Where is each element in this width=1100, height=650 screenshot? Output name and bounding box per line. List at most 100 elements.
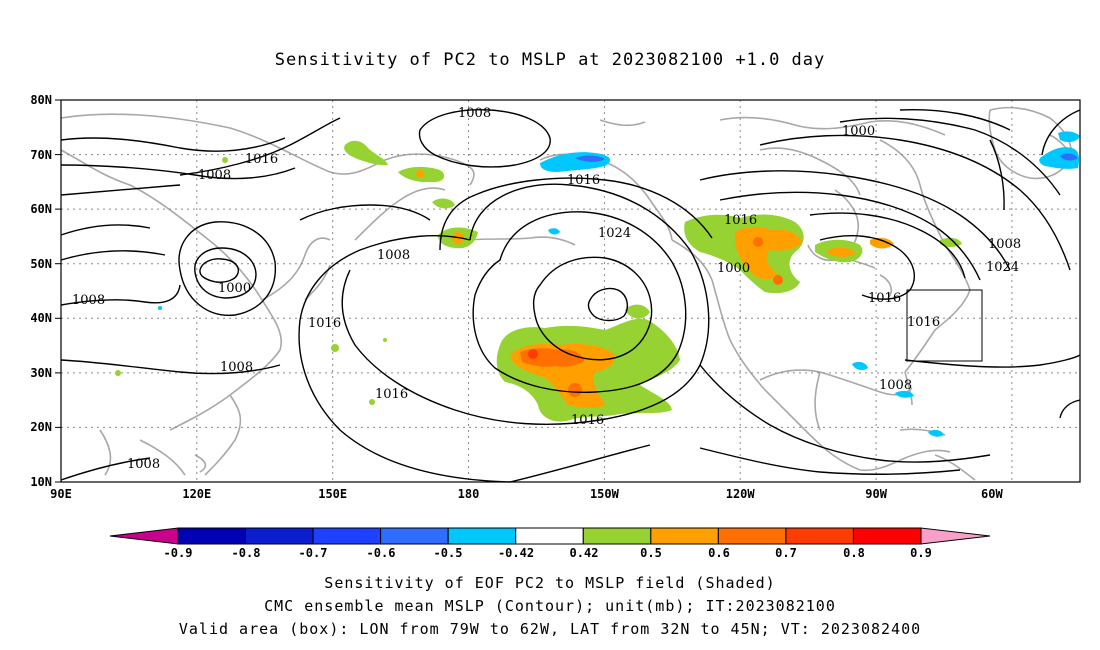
shading-patch bbox=[575, 155, 605, 162]
colorbar-box bbox=[245, 527, 314, 545]
lon-axis: 90E 120E 150E 180 150W 120W 90W 60W bbox=[50, 487, 1003, 501]
shading-patch bbox=[222, 157, 228, 163]
map-frame bbox=[60, 99, 1081, 483]
colorbar-box bbox=[447, 527, 517, 545]
sensitivity-shading bbox=[115, 131, 1080, 437]
lat-tick-label: 80N bbox=[30, 93, 52, 107]
contour-label: 1016 bbox=[907, 315, 940, 330]
shading-patch bbox=[625, 304, 650, 319]
map-title: Sensitivity of PC2 to MSLP at 2023082100… bbox=[274, 50, 826, 70]
contour-label: 1016 bbox=[724, 213, 757, 228]
colorbar-label: 0.5 bbox=[640, 546, 662, 560]
colorbar-box bbox=[852, 527, 922, 545]
lon-tick-label: 120E bbox=[182, 487, 211, 501]
shading-patch bbox=[432, 198, 455, 209]
colorbar-label: -0.5 bbox=[434, 546, 463, 560]
shading-patch bbox=[895, 390, 914, 398]
colorbar-label: -0.42 bbox=[498, 546, 534, 560]
colorbar: -0.9 -0.8 -0.7 -0.6 -0.5 -0.42 0.42 0.5 … bbox=[109, 527, 991, 560]
lon-tick-label: 180 bbox=[458, 487, 480, 501]
shading-patch bbox=[528, 349, 538, 359]
shading-patch bbox=[383, 338, 387, 342]
contour-label: 1000 bbox=[842, 124, 875, 139]
colorbar-label: -0.9 bbox=[164, 546, 193, 560]
lat-tick-label: 60N bbox=[30, 202, 52, 216]
shading-patch bbox=[773, 275, 783, 285]
map-area: 1008 1016 1008 1016 1024 1008 1000 1008 … bbox=[60, 99, 1081, 483]
lat-tick-label: 10N bbox=[30, 475, 52, 489]
shading-patch bbox=[158, 306, 162, 310]
contour-label: 1008 bbox=[127, 457, 160, 472]
colorbar-box bbox=[515, 527, 584, 545]
colorbar-label: -0.7 bbox=[299, 546, 328, 560]
contour-label: 1016 bbox=[868, 291, 901, 306]
colorbar-box bbox=[785, 527, 854, 545]
contour-label: 1000 bbox=[218, 281, 251, 296]
caption-line-1: Sensitivity of EOF PC2 to MSLP field (Sh… bbox=[324, 574, 776, 592]
colorbar-label: 0.8 bbox=[843, 546, 865, 560]
shading-patch bbox=[1058, 131, 1080, 143]
contour-label: 1000 bbox=[717, 261, 750, 276]
colorbar-box bbox=[177, 527, 247, 545]
colorbar-box bbox=[582, 527, 652, 545]
shading-patch bbox=[1060, 153, 1078, 161]
lon-tick-label: 90E bbox=[50, 487, 72, 501]
shading-patch bbox=[734, 226, 802, 280]
colorbar-low-end bbox=[109, 527, 179, 545]
contour-label: 1008 bbox=[220, 360, 253, 375]
colorbar-label: -0.8 bbox=[232, 546, 261, 560]
contour-label: 1008 bbox=[72, 293, 105, 308]
colorbar-box bbox=[650, 527, 719, 545]
shading-patch bbox=[568, 383, 582, 397]
shading-patch bbox=[115, 370, 121, 376]
shading-patch bbox=[753, 237, 763, 247]
colorbar-label: 0.6 bbox=[708, 546, 730, 560]
contour-label: 1016 bbox=[571, 413, 604, 428]
colorbar-box bbox=[717, 527, 787, 545]
shading-patch bbox=[928, 429, 944, 437]
lat-tick-label: 70N bbox=[30, 148, 52, 162]
shading-patch bbox=[369, 399, 375, 405]
contour-label: 1016 bbox=[245, 152, 278, 167]
shading-patch bbox=[1039, 147, 1080, 169]
colorbar-label: 0.7 bbox=[775, 546, 797, 560]
colorbar-box bbox=[312, 527, 382, 545]
contour-label: 1008 bbox=[988, 237, 1021, 252]
lon-tick-label: 90W bbox=[865, 487, 887, 501]
shading-patch bbox=[852, 361, 868, 371]
valid-area-box bbox=[906, 289, 983, 362]
contour-label: 1016 bbox=[308, 316, 341, 331]
colorbar-high-end bbox=[920, 527, 991, 545]
lon-tick-label: 150E bbox=[318, 487, 347, 501]
lat-axis: 80N 70N 60N 50N 40N 30N 20N 10N bbox=[30, 93, 61, 489]
contour-label: 1008 bbox=[198, 168, 231, 183]
lat-tick-label: 50N bbox=[30, 257, 52, 271]
colorbar-label: -0.6 bbox=[367, 546, 396, 560]
lon-tick-label: 120W bbox=[726, 487, 756, 501]
shading-patch bbox=[331, 344, 339, 352]
lat-tick-label: 20N bbox=[30, 420, 52, 434]
lon-tick-label: 150W bbox=[590, 487, 620, 501]
contour-label: 1008 bbox=[377, 248, 410, 263]
contour-label: 1008 bbox=[458, 106, 491, 121]
shading-patch bbox=[344, 140, 388, 166]
contour-label: 1016 bbox=[375, 387, 408, 402]
mslp-contours bbox=[60, 108, 1081, 483]
contour-label: 1008 bbox=[879, 378, 912, 393]
lat-tick-label: 30N bbox=[30, 366, 52, 380]
colorbar-box bbox=[380, 527, 449, 545]
shading-patch bbox=[416, 170, 424, 178]
shading-patch bbox=[548, 228, 560, 235]
contour-labels: 1008 1016 1008 1016 1024 1008 1000 1008 … bbox=[72, 106, 1021, 472]
contour-label: 1016 bbox=[567, 173, 600, 188]
caption-line-2: CMC ensemble mean MSLP (Contour); unit(m… bbox=[264, 597, 836, 615]
contour-label: 1024 bbox=[986, 260, 1019, 275]
colorbar-label: 0.42 bbox=[570, 546, 599, 560]
contour-label: 1024 bbox=[598, 226, 631, 241]
shading-patch bbox=[870, 237, 894, 249]
caption-line-3: Valid area (box): LON from 79W to 62W, L… bbox=[178, 620, 922, 638]
lon-tick-label: 60W bbox=[981, 487, 1003, 501]
colorbar-label: 0.9 bbox=[910, 546, 932, 560]
shading-patch bbox=[828, 247, 856, 257]
